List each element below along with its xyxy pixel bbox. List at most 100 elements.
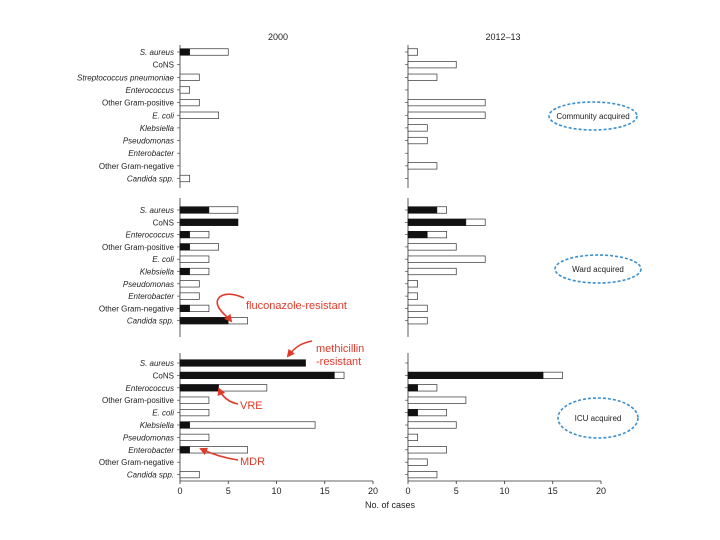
x-tick-label: 20: [596, 486, 606, 496]
bar-total-pseudomonas: [179, 433, 210, 441]
x-tick-label: 15: [548, 486, 558, 496]
annotation-mdr: MDR: [240, 456, 265, 468]
category-label-enterococcus: Enterococcus: [126, 231, 174, 240]
category-label-other-gram-positive: Other Gram-positive: [102, 396, 175, 405]
bar-total-streptococcus-pneumoniae: [179, 73, 200, 81]
annotation-resistant: -resistant: [316, 356, 361, 368]
oval-icu: ICU acquired: [557, 397, 639, 439]
bar-resistant-s-aureus: [179, 359, 306, 367]
category-label-cons: CoNS: [153, 61, 174, 70]
panel-label-community: Community acquired: [556, 112, 629, 121]
annotation-methicillin: methicillin: [316, 343, 364, 355]
panel-label-ward: Ward acquired: [572, 265, 624, 274]
category-label-streptococcus-pneumoniae: Streptococcus pneumoniae: [77, 73, 175, 82]
bar-total-e-coli: [179, 409, 210, 417]
bar-total-other-gram-positive: [179, 396, 210, 404]
annotation-fluconazole-resistant: fluconazole-resistant: [246, 300, 347, 312]
category-label-enterobacter: Enterobacter: [128, 446, 174, 455]
annotations-layer: fluconazole-resistant methicillin-resista…: [199, 293, 364, 468]
bar-total-pseudomonas: [407, 433, 418, 441]
x-tick-label: 0: [405, 486, 410, 496]
bar-resistant-cons: [179, 218, 239, 226]
oval-ward: Ward acquired: [554, 254, 642, 284]
bar-total-other-gram-positive: [407, 396, 467, 404]
category-label-enterococcus: Enterococcus: [126, 384, 174, 393]
bar-resistant-klebsiella: [179, 268, 190, 275]
category-label-candida-spp: Candida spp.: [127, 175, 174, 184]
bar-resistant-enterobacter: [179, 446, 190, 454]
category-label-candida-spp: Candida spp.: [127, 471, 174, 480]
category-label-e-coli: E. coli: [152, 255, 174, 264]
category-label-e-coli: E. coli: [152, 409, 174, 418]
category-label-enterobacter: Enterobacter: [128, 292, 174, 301]
x-tick-label: 5: [454, 486, 459, 496]
category-label-other-gram-negative: Other Gram-negative: [99, 162, 175, 171]
bar-total-e-coli: [407, 111, 486, 119]
column-title-2012-13: 2012–13: [485, 32, 520, 42]
bar-total-klebsiella: [179, 421, 316, 429]
annotation-arrow: [199, 447, 239, 461]
annotation-arrow: [217, 387, 239, 405]
x-tick-label: 10: [271, 486, 281, 496]
bar-resistant-s-aureus: [179, 206, 210, 214]
bar-resistant-enterococcus: [407, 384, 418, 392]
bars-layer: [179, 48, 563, 479]
bar-resistant-cons: [407, 371, 544, 379]
annotation-arrow: [286, 340, 313, 358]
bar-total-e-coli: [179, 255, 210, 263]
category-label-klebsiella: Klebsiella: [140, 268, 175, 277]
bar-total-candida-spp: [407, 471, 438, 479]
bar-total-pseudomonas: [407, 136, 428, 145]
category-label-other-gram-negative: Other Gram-negative: [99, 458, 175, 467]
bar-resistant-s-aureus: [407, 206, 438, 214]
bar-total-candida-spp: [407, 317, 428, 325]
x-tick-label: 5: [226, 486, 231, 496]
bar-total-enterobacter: [179, 446, 248, 454]
x-axis-label: No. of cases: [365, 500, 416, 510]
x-tick-label: 15: [320, 486, 330, 496]
panel-label-icu: ICU acquired: [575, 414, 622, 423]
bar-total-candida-spp: [179, 471, 200, 479]
category-label-s-aureus: S. aureus: [140, 48, 174, 57]
bar-resistant-enterococcus: [179, 231, 190, 239]
annotation-vre: VRE: [240, 400, 263, 412]
bar-total-klebsiella: [407, 124, 428, 132]
category-label-s-aureus: S. aureus: [140, 359, 174, 368]
bar-total-e-coli: [407, 255, 486, 263]
bar-resistant-cons: [407, 218, 467, 226]
category-label-klebsiella: Klebsiella: [140, 421, 175, 430]
oval-community: Community acquired: [548, 101, 638, 131]
bar-total-other-gram-positive: [179, 98, 200, 107]
category-label-pseudomonas: Pseudomonas: [123, 433, 174, 442]
bar-resistant-enterococcus: [179, 384, 219, 392]
category-label-enterobacter: Enterobacter: [128, 149, 174, 158]
category-label-pseudomonas: Pseudomonas: [123, 280, 174, 289]
bar-total-s-aureus: [407, 48, 418, 56]
category-label-e-coli: E. coli: [152, 111, 174, 120]
bar-resistant-other-gram-negative: [179, 304, 190, 312]
bar-total-pseudomonas: [407, 280, 418, 288]
bar-resistant-candida-spp: [179, 317, 229, 325]
bar-resistant-e-coli: [407, 409, 418, 417]
bar-total-klebsiella: [407, 267, 457, 276]
bar-resistant-cons: [179, 371, 335, 379]
bar-total-pseudomonas: [179, 280, 200, 288]
category-label-other-gram-positive: Other Gram-positive: [102, 99, 175, 108]
bar-total-streptococcus-pneumoniae: [407, 73, 438, 81]
bar-total-enterobacter: [407, 446, 447, 454]
bar-total-cons: [407, 61, 457, 69]
category-label-s-aureus: S. aureus: [140, 206, 174, 215]
column-title-2000: 2000: [268, 32, 288, 42]
bar-total-other-gram-negative: [407, 458, 428, 466]
x-tick-label: 20: [368, 486, 378, 496]
bar-total-enterobacter: [179, 292, 200, 300]
bar-resistant-s-aureus: [179, 48, 190, 56]
x-tick-label: 0: [177, 486, 182, 496]
category-label-candida-spp: Candida spp.: [127, 317, 174, 326]
category-label-other-gram-negative: Other Gram-negative: [99, 304, 175, 313]
category-label-pseudomonas: Pseudomonas: [123, 137, 174, 146]
bar-total-candida-spp: [179, 174, 190, 183]
labels-layer: S. aureus CoNS Streptococcus pneumoniae Ent…: [77, 48, 175, 480]
bar-total-other-gram-negative: [407, 162, 438, 170]
